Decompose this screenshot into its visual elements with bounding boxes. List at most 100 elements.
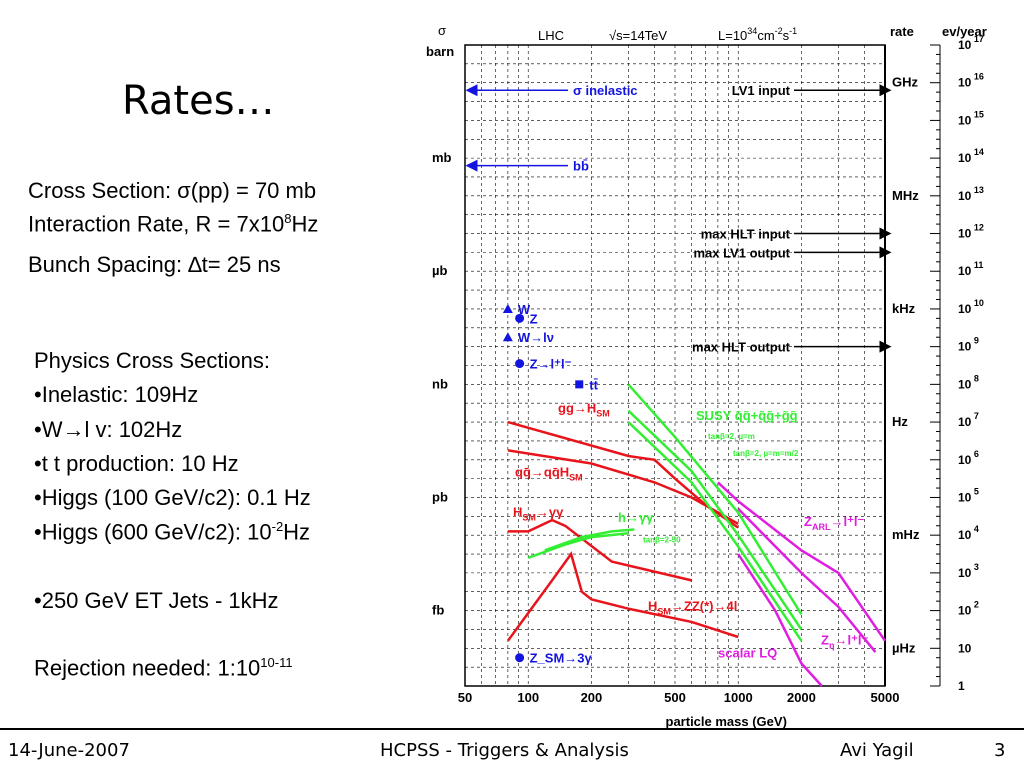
slide-title: Rates… xyxy=(122,78,275,124)
curve-annotation: HSM→γγ xyxy=(513,504,564,522)
ev-axis-tick-label: 10 12 xyxy=(958,223,984,241)
curve-annotation: Zη→l⁺l⁻ xyxy=(821,633,869,651)
curve-annotation: SUSY q̃q̃+q̃g̃+g̃g̃ xyxy=(696,408,798,423)
axis-sigma-label: σ xyxy=(438,23,446,38)
cross-section-label: bb̄ xyxy=(573,159,589,174)
curve-annotation: ZARL→l⁺l⁻ xyxy=(804,514,865,532)
rate-axis-tick: MHz xyxy=(892,188,919,203)
interaction-rate-post: Hz xyxy=(291,211,319,237)
data-point-circle xyxy=(515,313,525,323)
ev-year-axis-label: ev/year xyxy=(942,24,987,39)
jets-item: •250 GeV ET Jets - 1kHz xyxy=(34,588,279,613)
trigger-level-label: max HLT input xyxy=(701,227,791,242)
higgs600-item: •Higgs (600 GeV/c2): 10-2Hz xyxy=(34,519,310,545)
footer-rule xyxy=(0,728,1024,730)
ev-axis-tick-label: 10 9 xyxy=(958,336,979,354)
ev-axis-tick-label: 10 14 xyxy=(958,147,984,165)
series-line xyxy=(627,421,803,642)
left-axis-tick: µb xyxy=(432,263,447,278)
cross-section-text: Cross Section: σ(pp) = 70 mb xyxy=(28,178,317,203)
series-line xyxy=(627,383,803,616)
ev-axis-tick-label: 10 7 xyxy=(958,411,979,429)
trigger-level-label: max HLT output xyxy=(692,340,791,355)
ev-axis-tick-label: 10 11 xyxy=(958,260,983,278)
left-axis-tick: mb xyxy=(432,150,452,165)
header-energy: √s=14TeV xyxy=(609,28,667,43)
curve-annotation: tanβ=2-50 xyxy=(643,536,681,545)
ev-axis-tick-label: 10 8 xyxy=(958,373,979,391)
ev-axis-tick-label: 10 3 xyxy=(958,562,979,580)
series-line xyxy=(737,553,823,687)
rate-axis-tick: mHz xyxy=(892,527,920,542)
left-axis-tick: nb xyxy=(432,376,448,391)
series-line xyxy=(544,528,635,552)
rejection-pre: Rejection needed: 1:10 xyxy=(34,655,261,681)
data-point-label: Z→l⁺l⁻ xyxy=(530,357,572,372)
x-tick-label: 2000 xyxy=(787,690,816,705)
x-tick-label: 500 xyxy=(664,690,686,705)
header-lhc: LHC xyxy=(538,28,564,43)
higgs600-pre: •Higgs (600 GeV/c2): 10 xyxy=(34,519,272,545)
left-axis-tick: fb xyxy=(432,603,444,618)
rate-axis-label: rate xyxy=(890,24,914,39)
inelastic-item: •Inelastic: 109Hz xyxy=(34,382,199,407)
series-line xyxy=(506,551,739,642)
x-axis-title: particle mass (GeV) xyxy=(666,714,787,728)
series-line xyxy=(507,518,692,582)
ttbar-item: •t t production: 10 Hz xyxy=(34,451,239,476)
ev-axis-tick-label: 1 xyxy=(958,679,965,693)
bunch-spacing-text: Bunch Spacing: ∆t= 25 ns xyxy=(28,252,281,277)
footer-date: 14-June-2007 xyxy=(8,740,130,761)
footer-center: HCPSS - Triggers & Analysis xyxy=(380,740,629,761)
trigger-level-label: LV1 input xyxy=(732,83,791,98)
physics-header: Physics Cross Sections: xyxy=(34,348,270,373)
curve-annotation: gg→HSM xyxy=(558,401,610,419)
ev-axis-tick-label: 10 xyxy=(958,641,972,655)
ev-axis-tick-label: 10 15 xyxy=(958,109,984,127)
data-point-triangle xyxy=(502,303,513,313)
interaction-rate-text: Interaction Rate, R = 7x108Hz xyxy=(28,211,318,237)
series-line xyxy=(737,507,877,653)
x-tick-label: 200 xyxy=(581,690,603,705)
trigger-level-label: max LV1 output xyxy=(693,245,790,260)
rate-axis-tick: GHz xyxy=(892,75,919,90)
curve-annotation: qq̄→qq̄HSM xyxy=(515,465,583,483)
data-point-label: Z_SM→3γ xyxy=(530,651,593,666)
series-line xyxy=(627,409,803,631)
ev-axis-tick-label: 10 13 xyxy=(958,185,984,203)
cross-section-chart: σ barn LHC √s=14TeV L=1034cm-2s-1 rate ev/year… xyxy=(426,23,987,728)
left-axis-tick: pb xyxy=(432,489,448,504)
curve-annotation: tanβ=2, µ=m=m/2 xyxy=(733,449,799,458)
x-tick-label: 1000 xyxy=(724,690,753,705)
data-point-label: W xyxy=(518,302,531,317)
x-tick-label: 50 xyxy=(458,690,472,705)
ev-axis-tick-label: 10 16 xyxy=(958,72,984,90)
data-point-label: tt̄ xyxy=(589,377,598,392)
higgs100-item: •Higgs (100 GeV/c2): 0.1 Hz xyxy=(34,485,311,510)
curve-annotation: scalar LQ xyxy=(718,646,777,661)
ev-axis-tick-label: 10 4 xyxy=(958,524,979,542)
series-line xyxy=(507,449,739,525)
data-point-circle xyxy=(515,653,525,663)
data-point-circle xyxy=(515,359,525,369)
higgs600-exp: -2 xyxy=(271,519,284,534)
rate-axis-tick: kHz xyxy=(892,301,916,316)
rejection-exp: 10-11 xyxy=(260,655,293,670)
cross-section-label: σ inelastic xyxy=(573,83,638,98)
rate-axis-tick: Hz xyxy=(892,414,908,429)
data-point-square xyxy=(575,380,584,389)
x-tick-label: 5000 xyxy=(871,690,900,705)
wlv-item: •W→l v: 102Hz xyxy=(34,417,183,442)
interaction-rate-exp: 8 xyxy=(284,211,292,226)
data-point-label: Z xyxy=(530,311,538,326)
curve-annotation: HSM→ZZ(*)→4l xyxy=(648,599,737,617)
series-line xyxy=(527,532,629,559)
header-lumi: L=1034cm-2s-1 xyxy=(718,26,797,43)
rate-axis-tick: µHz xyxy=(892,640,916,655)
ev-axis-tick-label: 10 6 xyxy=(958,449,979,467)
axis-unit-label: barn xyxy=(426,44,454,59)
higgs600-post: Hz xyxy=(283,519,311,545)
curve-annotation: h→γγ xyxy=(618,510,654,525)
interaction-rate-pre: Interaction Rate, R = 7x10 xyxy=(28,211,285,237)
data-point-label: W→lν xyxy=(518,330,554,345)
